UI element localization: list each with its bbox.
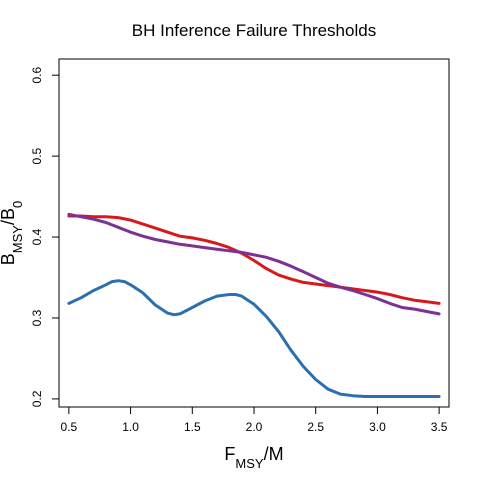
series-lines [67,212,441,398]
series-line-2 [67,212,441,316]
x-tick-label: 2.0 [246,420,263,434]
y-axis: 0.2 0.3 0.4 0.5 0.6 [30,67,60,407]
chart-title: BH Inference Failure Thresholds [132,21,376,40]
x-axis-label: FMSY/M [224,444,283,471]
x-tick-label: 2.5 [307,420,324,434]
x-tick-label: 1.0 [122,420,139,434]
y-tick-label: 0.6 [30,67,44,84]
y-tick-label: 0.4 [30,228,44,245]
x-tick-label: 1.5 [184,420,201,434]
y-tick-label: 0.5 [30,147,44,164]
y-tick-label: 0.3 [30,309,44,326]
plot-frame [58,58,450,408]
x-tick-label: 0.5 [61,420,78,434]
x-tick-label: 3.0 [369,420,386,434]
x-tick-label: 3.5 [431,420,448,434]
y-axis-label: BMSY/B0 [0,201,25,265]
series-line-3 [67,279,441,398]
series-line-1 [67,214,441,305]
x-axis: 0.5 1.0 1.5 2.0 2.5 3.0 3.5 [61,406,448,434]
y-tick-label: 0.2 [30,390,44,407]
